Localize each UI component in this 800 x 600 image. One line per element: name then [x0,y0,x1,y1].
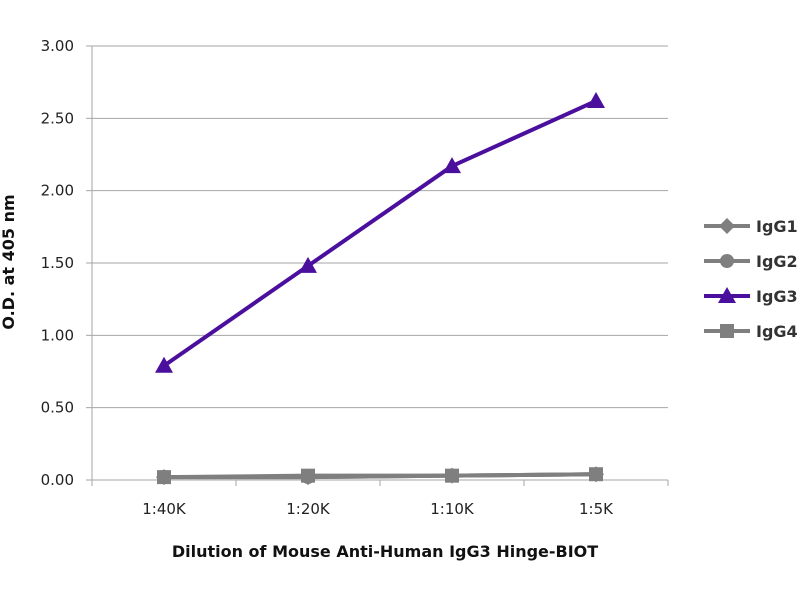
y-tick-label: 3.00 [41,37,74,55]
data-point-igg3 [443,157,461,174]
series-line-igg4 [163,472,597,480]
data-point-igg3 [155,356,173,373]
series-lines [155,91,605,486]
y-tick-label: 0.50 [41,399,74,417]
x-tick-label: 1:40K [142,500,187,518]
data-point-igg3 [587,91,605,108]
series-igg4 [157,467,603,485]
legend-label: IgG1 [756,217,798,236]
legend-marker [720,324,734,338]
data-point-igg3 [299,256,317,273]
legend-marker [719,218,735,234]
legend-entry: IgG3 [704,287,798,306]
gridlines [86,45,669,486]
y-tick-labels: 0.00 0.50 1.00 1.50 2.00 2.50 3.00 [41,37,74,489]
x-tick-labels: 1:40K 1:20K 1:10K 1:5K [142,500,614,518]
data-point-igg4 [589,467,603,482]
legend-label: IgG2 [756,252,798,271]
legend: IgG1 IgG2 IgG3 IgG4 [704,217,798,341]
y-tick-label: 0.00 [41,471,74,489]
legend-label: IgG3 [756,287,798,306]
x-tick-label: 1:5K [579,500,614,518]
legend-entry: IgG2 [704,252,798,271]
y-axis-title: O.D. at 405 nm [0,194,18,329]
series-igg3 [155,91,605,373]
legend-marker [718,287,736,303]
x-axis-title: Dilution of Mouse Anti-Human IgG3 Hinge-… [172,542,598,561]
legend-label: IgG4 [756,322,798,341]
legend-marker [720,254,734,268]
data-point-igg4 [157,470,171,485]
y-tick-label: 2.50 [41,109,74,127]
y-tick-label: 1.50 [41,254,74,272]
data-point-igg4 [445,468,459,483]
legend-entry: IgG1 [704,217,798,236]
x-tick-label: 1:10K [430,500,475,518]
data-point-igg4 [301,468,315,483]
x-tick-label: 1:20K [286,500,331,518]
y-tick-label: 1.00 [41,326,74,344]
y-tick-label: 2.00 [41,182,74,200]
legend-entry: IgG4 [704,322,798,341]
series-line-igg3 [162,99,597,368]
